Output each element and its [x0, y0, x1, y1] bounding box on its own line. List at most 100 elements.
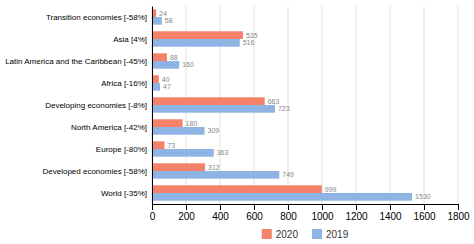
x-tick-label: 1000 [311, 211, 334, 222]
data-label: 58 [165, 17, 173, 24]
y-tick-label: Asia [4%] [113, 35, 147, 44]
x-tick: 400 [212, 204, 229, 222]
bar [152, 105, 275, 113]
bars [152, 9, 412, 200]
bar [152, 185, 322, 193]
grid-line [390, 6, 391, 204]
x-tick-mark [288, 204, 289, 210]
y-tick: Africa [-16%] [101, 79, 147, 88]
bar [152, 39, 240, 47]
grid-line [152, 6, 153, 204]
bar [152, 61, 179, 69]
bar [152, 119, 183, 127]
x-tick-mark [186, 204, 187, 210]
x-tick-mark [356, 204, 357, 210]
x-tick-mark [322, 204, 323, 210]
x-tick-label: 1800 [447, 211, 470, 222]
x-tick-label: 1400 [379, 211, 402, 222]
bar [152, 97, 265, 105]
y-tick: Europe [-80%] [96, 145, 147, 154]
grid-line [322, 6, 323, 204]
x-tick: 1600 [413, 204, 436, 222]
x-tick-mark [390, 204, 391, 210]
grid-line [424, 6, 425, 204]
x-tick-label: 0 [150, 211, 156, 222]
y-tick-label: Transition economies [-58%] [46, 13, 147, 22]
chart: 9993127318066340885352415307493633097234… [0, 0, 474, 244]
x-tick-label: 400 [212, 211, 229, 222]
legend-item: 2020 [262, 229, 299, 240]
y-axis-line [152, 7, 153, 205]
y-tick: Developing economies [-8%] [45, 101, 147, 110]
bar [152, 17, 162, 25]
bar [152, 127, 205, 135]
x-tick-mark [424, 204, 425, 210]
data-label: 516 [243, 39, 255, 46]
legend: 2020 2019 [262, 229, 349, 240]
legend-label: 2019 [326, 229, 349, 240]
data-label: 363 [217, 149, 229, 156]
data-label: 73 [167, 142, 175, 149]
legend-item: 2019 [312, 229, 349, 240]
bar [152, 31, 243, 39]
x-tick: 1400 [379, 204, 402, 222]
bar [152, 141, 164, 149]
x-tick-mark [458, 204, 459, 210]
grid-line [458, 6, 459, 204]
legend-swatch [312, 229, 322, 239]
data-label: 309 [208, 127, 220, 134]
bar [152, 75, 159, 83]
bar [152, 149, 214, 157]
data-label: 160 [182, 61, 194, 68]
x-tick: 600 [246, 204, 263, 222]
x-axis: 0 200 400 600 800 1000 1200 1400 1600 1800 [150, 204, 470, 222]
data-label: 749 [282, 171, 294, 178]
y-tick-label: World [-35%] [101, 189, 147, 198]
legend-swatch [262, 229, 272, 239]
y-tick: North America [-42%] [71, 123, 147, 132]
legend-label: 2020 [276, 229, 299, 240]
x-tick-label: 1200 [345, 211, 368, 222]
y-tick-label: Latin America and the Caribbean [-45%] [5, 57, 147, 66]
y-tick-label: Europe [-80%] [96, 145, 147, 154]
x-tick-label: 800 [280, 211, 297, 222]
y-axis: World [-35%] Developed economies [-58%] Eu… [5, 7, 152, 205]
data-label: 535 [246, 32, 258, 39]
grid [152, 6, 458, 204]
bar-series [152, 17, 412, 201]
bar [152, 83, 160, 91]
bar [152, 193, 412, 201]
data-label: 47 [163, 83, 171, 90]
y-tick: Latin America and the Caribbean [-45%] [5, 57, 147, 66]
x-tick-label: 600 [246, 211, 263, 222]
y-tick-label: Developed economies [-58%] [42, 167, 147, 176]
data-labels: 9993127318066340885352415307493633097234… [159, 10, 431, 201]
x-tick: 1800 [447, 204, 470, 222]
data-label: 180 [186, 120, 198, 127]
bar-series [152, 9, 322, 193]
x-tick: 0 [150, 204, 156, 222]
x-axis-line [153, 205, 459, 211]
data-label: 312 [208, 164, 220, 171]
data-label: 999 [325, 186, 337, 193]
x-tick: 800 [280, 204, 297, 222]
y-tick: World [-35%] [101, 189, 147, 198]
grid-line [356, 6, 357, 204]
x-tick-mark [220, 204, 221, 210]
data-label: 1530 [415, 193, 431, 200]
x-tick: 200 [178, 204, 195, 222]
x-tick-label: 200 [178, 211, 195, 222]
x-tick-mark [254, 204, 255, 210]
data-label: 24 [159, 10, 167, 17]
y-tick: Transition economies [-58%] [46, 13, 147, 22]
data-label: 40 [162, 76, 170, 83]
x-tick-label: 1600 [413, 211, 436, 222]
y-tick: Developed economies [-58%] [42, 167, 147, 176]
y-tick-label: Developing economies [-8%] [45, 101, 147, 110]
bar [152, 171, 279, 179]
bar [152, 53, 167, 61]
y-tick: Asia [4%] [113, 35, 147, 44]
data-label: 663 [268, 98, 280, 105]
x-tick: 1200 [345, 204, 368, 222]
y-tick-label: Africa [-16%] [101, 79, 147, 88]
